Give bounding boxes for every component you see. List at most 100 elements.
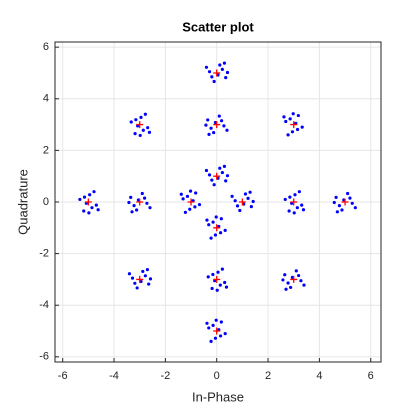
- point: [206, 275, 210, 279]
- point: [291, 112, 295, 116]
- y-tick-label: 4: [43, 93, 49, 105]
- point: [145, 201, 149, 205]
- reference-point: [238, 198, 246, 206]
- point: [297, 273, 301, 278]
- point: [127, 272, 132, 276]
- point: [139, 115, 143, 119]
- point: [129, 120, 133, 124]
- y-tick-label: -6: [39, 351, 49, 363]
- point: [284, 287, 288, 291]
- point: [243, 192, 248, 196]
- point: [299, 279, 303, 283]
- point: [204, 168, 209, 173]
- point: [296, 113, 300, 118]
- point: [350, 201, 354, 205]
- point: [206, 118, 210, 122]
- reference-point: [290, 275, 298, 283]
- point: [218, 63, 222, 67]
- point: [235, 204, 240, 208]
- point: [249, 205, 253, 209]
- reference-point: [187, 198, 195, 206]
- point: [212, 79, 216, 84]
- point: [216, 270, 220, 274]
- point: [193, 205, 197, 209]
- point: [82, 209, 86, 213]
- point: [302, 283, 306, 287]
- point: [143, 274, 147, 278]
- point: [130, 210, 134, 214]
- reference-point: [84, 198, 92, 206]
- reference-point: [136, 198, 144, 206]
- point: [248, 190, 252, 194]
- point: [209, 236, 213, 240]
- point: [211, 220, 215, 224]
- point: [290, 130, 295, 134]
- reference-point: [213, 224, 221, 232]
- point: [215, 288, 219, 292]
- point: [223, 280, 227, 285]
- point: [332, 200, 336, 205]
- point: [288, 117, 292, 121]
- point: [183, 210, 187, 214]
- axes-box: [54, 41, 382, 363]
- point: [140, 191, 144, 196]
- point: [219, 320, 223, 324]
- point: [207, 70, 212, 74]
- point: [135, 286, 139, 290]
- point: [207, 223, 211, 227]
- x-tick-label: 4: [316, 370, 322, 382]
- point: [179, 192, 183, 196]
- point: [197, 202, 202, 207]
- point: [295, 127, 300, 132]
- point: [289, 285, 293, 290]
- point: [147, 130, 152, 134]
- point: [284, 119, 288, 124]
- point: [188, 189, 193, 193]
- point: [204, 65, 209, 69]
- reference-point: [290, 198, 298, 206]
- x-tick-label: 2: [265, 370, 271, 382]
- point: [210, 178, 214, 182]
- point: [224, 76, 228, 80]
- point: [337, 204, 342, 208]
- point: [211, 272, 215, 277]
- reference-point: [213, 327, 221, 335]
- point: [335, 210, 339, 214]
- point: [129, 195, 133, 199]
- y-tick-label: -2: [39, 248, 49, 260]
- point: [127, 200, 131, 205]
- point: [148, 277, 153, 281]
- point: [148, 206, 152, 210]
- point: [210, 75, 214, 79]
- point: [220, 67, 224, 71]
- point: [209, 339, 213, 343]
- point: [224, 285, 229, 289]
- reference-point: [136, 275, 144, 283]
- x-axis-label: In-Phase: [192, 389, 244, 404]
- point: [204, 123, 208, 127]
- point: [141, 269, 145, 274]
- point: [133, 281, 137, 285]
- y-tick-label: 0: [43, 196, 49, 208]
- point: [92, 190, 96, 194]
- reference-point: [136, 121, 144, 129]
- point: [217, 114, 221, 118]
- x-tick-label: 6: [368, 370, 374, 382]
- point: [207, 173, 212, 177]
- point: [293, 193, 297, 197]
- point: [138, 133, 142, 138]
- point: [295, 206, 299, 210]
- point: [181, 197, 185, 201]
- point: [145, 268, 150, 272]
- point: [300, 203, 304, 207]
- point: [224, 179, 228, 183]
- point: [207, 132, 211, 136]
- reference-point: [213, 69, 221, 77]
- point: [218, 166, 222, 170]
- point: [78, 197, 82, 202]
- point: [222, 164, 227, 168]
- point: [96, 208, 100, 212]
- point: [132, 204, 136, 208]
